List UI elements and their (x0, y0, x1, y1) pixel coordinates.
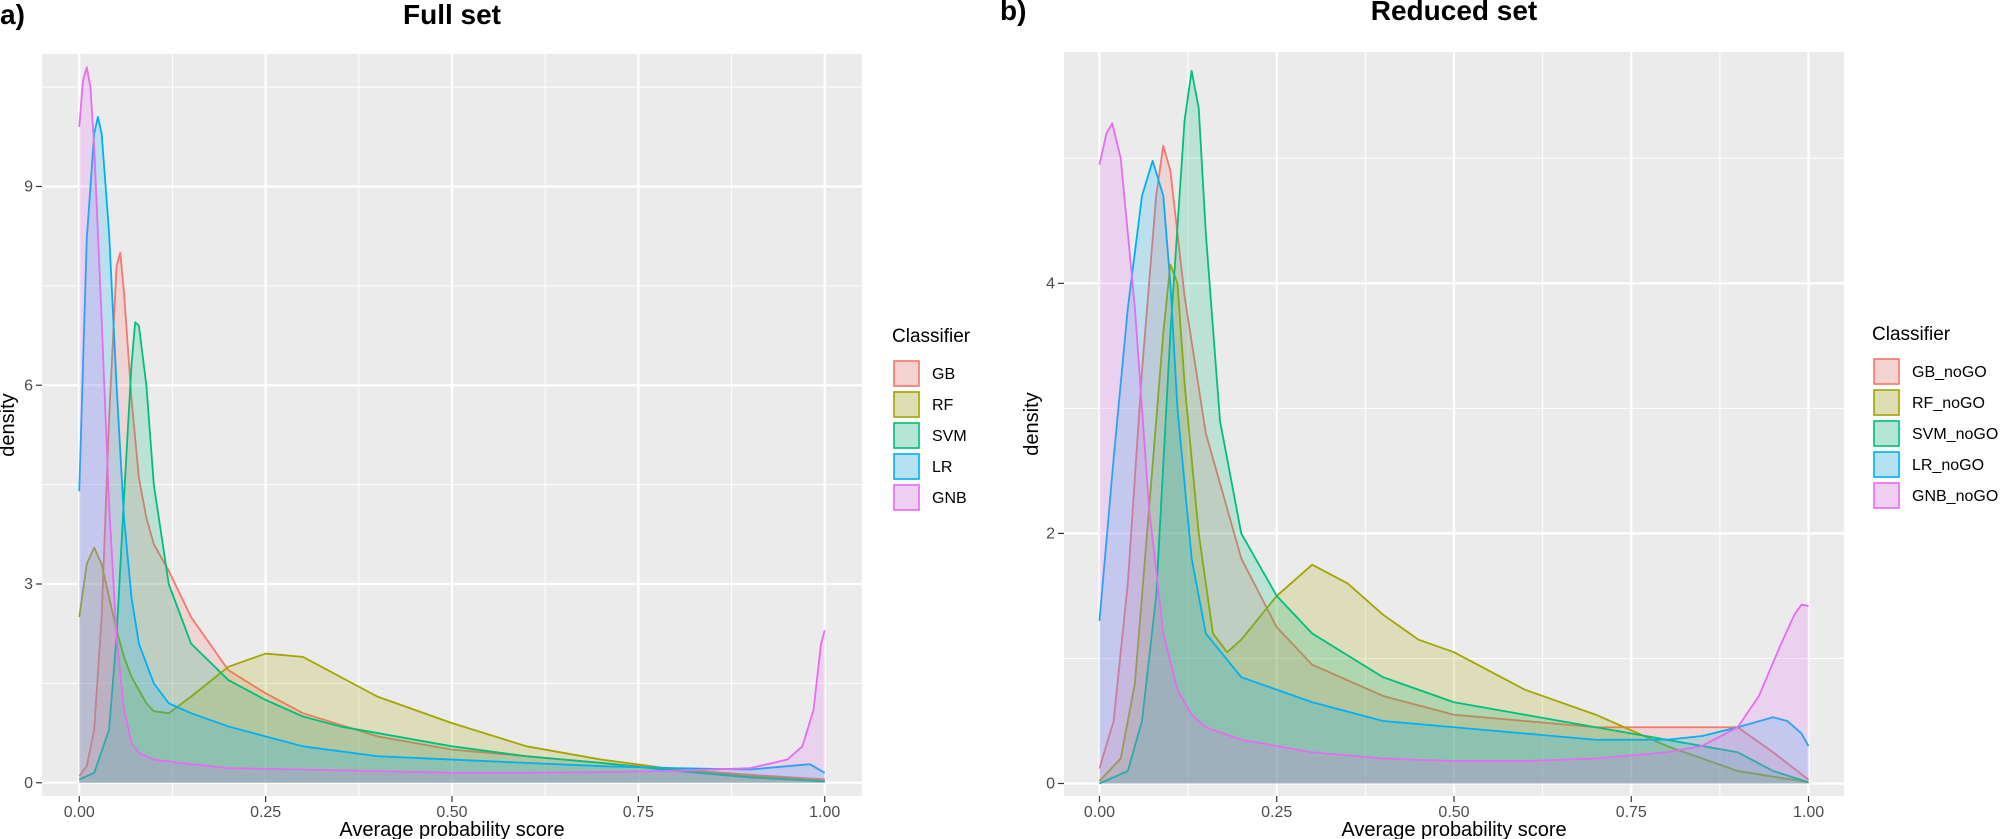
legend-key-background (1873, 451, 1900, 478)
legend-key-svm (893, 422, 920, 449)
density-line-lr-nogo (1098, 159, 1810, 747)
y-tick-label: 4 (1046, 275, 1055, 292)
x-tick-label: 0.50 (1438, 804, 1469, 821)
panel-full-set: 0.00 0.25 0.50 0.75 1.00 0 3 6 9 a) Full set Averag… (0, 0, 971, 839)
legend: Classifier GB RF SVM LR GNB (892, 326, 971, 511)
x-tick-label: 0.75 (623, 804, 654, 821)
x-tick-label: 0.00 (64, 804, 95, 821)
panel-label: b) (1000, 0, 1026, 26)
legend-label-rf: RF (932, 397, 954, 414)
legend-label-lr: LR (932, 459, 952, 476)
density-area-lr (79, 116, 825, 783)
density-area-gb-nogo (1099, 145, 1809, 784)
legend-key-background (1873, 389, 1900, 416)
density-line-gnb (78, 66, 826, 774)
legend-key-background (893, 391, 920, 418)
density-line-rf-nogo (1098, 263, 1809, 784)
x-axis-title: Average probability score (339, 819, 564, 839)
density-area-lr-nogo (1099, 160, 1809, 784)
y-axis-title: density (1021, 392, 1043, 455)
legend-label-rf-nogo: RF_noGO (1912, 395, 1985, 412)
legend-title: Classifier (1872, 324, 1951, 345)
density-area-gnb-nogo (1099, 123, 1809, 784)
legend-key-background (1873, 358, 1900, 385)
legend-key-rf (893, 391, 920, 418)
y-tick-label: 6 (24, 377, 33, 394)
density-line-svm (78, 321, 825, 783)
legend-title: Classifier (892, 326, 971, 347)
legend-key-gnb (893, 484, 920, 511)
legend-label-gnb: GNB (932, 490, 967, 507)
x-tick-label: 0.00 (1084, 804, 1115, 821)
legend-key-background (893, 422, 920, 449)
legend-key-background (893, 453, 920, 480)
y-tick-label: 0 (24, 775, 33, 792)
legend-key-svm-nogo (1873, 420, 1900, 447)
legend-key-lr-nogo (1873, 451, 1900, 478)
legend-key-background (893, 360, 920, 387)
x-tick-label: 0.50 (436, 804, 467, 821)
y-tick-label: 9 (24, 179, 33, 196)
x-tick-label: 0.25 (1261, 804, 1292, 821)
x-axis-title: Average probability score (1341, 819, 1566, 839)
y-axis-title: density (0, 393, 19, 456)
legend-key-lr (893, 453, 920, 480)
density-area-rf (79, 547, 825, 783)
y-tick-label: 2 (1046, 525, 1055, 542)
x-tick-label: 0.25 (250, 804, 281, 821)
density-area-rf-nogo (1099, 264, 1809, 784)
x-tick-label: 1.00 (1793, 804, 1824, 821)
density-line-svm-nogo (1099, 69, 1809, 785)
density-line-lr (78, 116, 826, 774)
density-line-gb-nogo (1098, 144, 1810, 781)
chart-title: Reduced set (1371, 0, 1538, 26)
y-tick-label: 3 (24, 576, 33, 593)
legend-key-background (893, 484, 920, 511)
density-area-svm-nogo (1099, 70, 1809, 784)
chart-title: Full set (403, 0, 501, 30)
x-tick-label: 0.75 (1616, 804, 1647, 821)
legend-label-lr-nogo: LR_noGO (1912, 457, 1984, 474)
panel-reduced-set: 0.00 0.25 0.50 0.75 1.00 0 2 4 b) Reduced set Aver… (1000, 0, 1998, 839)
density-area-gb (79, 252, 825, 783)
legend-key-gb (893, 360, 920, 387)
density-line-rf (78, 546, 825, 782)
legend-label-svm-nogo: SVM_noGO (1912, 426, 1998, 443)
density-line-gnb-nogo (1098, 122, 1809, 762)
legend-key-background (1873, 420, 1900, 447)
legend-key-background (1873, 482, 1900, 509)
legend-key-rf-nogo (1873, 389, 1900, 416)
legend: Classifier GB_noGO RF_noGO SVM_noGO LR_noGO G… (1872, 324, 1998, 509)
panel-label: a) (0, 0, 25, 30)
legend-label-gnb-nogo: GNB_noGO (1912, 488, 1998, 505)
y-tick-label: 0 (1046, 775, 1055, 792)
x-tick-label: 1.00 (809, 804, 840, 821)
legend-label-gb: GB (932, 366, 955, 383)
legend-key-gb-nogo (1873, 358, 1900, 385)
legend-label-gb-nogo: GB_noGO (1912, 364, 1987, 381)
legend-label-svm: SVM (932, 428, 967, 445)
density-area-svm (79, 322, 825, 783)
legend-key-gnb-nogo (1873, 482, 1900, 509)
